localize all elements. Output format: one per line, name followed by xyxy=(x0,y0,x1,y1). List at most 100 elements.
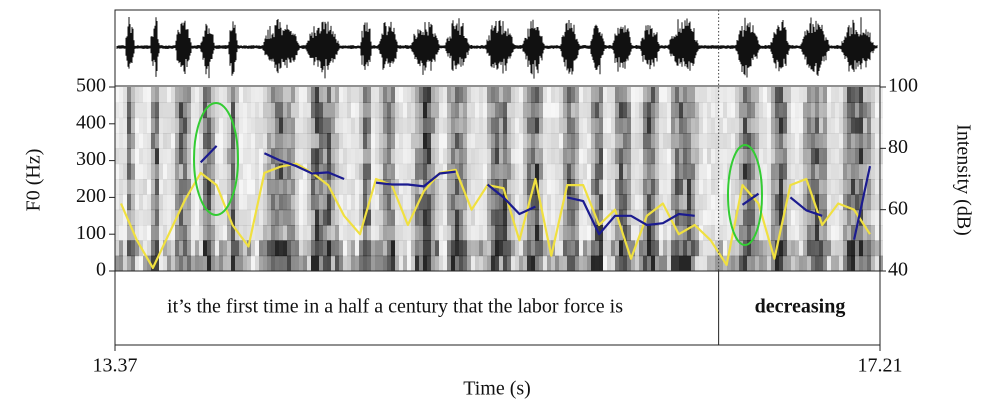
spectrogram-cell xyxy=(695,225,699,241)
spectrogram-cell xyxy=(175,102,179,119)
spectrogram-cell xyxy=(335,117,339,134)
spectrogram-cell xyxy=(735,148,739,165)
spectrogram-cell xyxy=(487,117,491,134)
spectrogram-cell xyxy=(475,179,479,195)
spectrogram-cell xyxy=(203,87,207,103)
spectrogram-cell xyxy=(527,117,531,134)
spectrogram-cell xyxy=(283,209,287,226)
spectrogram-cell xyxy=(203,194,207,211)
spectrogram-cell xyxy=(867,148,871,165)
spectrogram-cell xyxy=(535,133,539,149)
spectrogram-cell xyxy=(411,194,415,211)
spectrogram-cell xyxy=(175,194,179,211)
spectrogram-cell xyxy=(699,117,703,134)
spectrogram-cell xyxy=(839,87,843,103)
spectrogram-cell xyxy=(695,148,699,165)
spectrogram-cell xyxy=(163,87,167,103)
spectrogram-cell xyxy=(575,117,579,134)
spectrogram-cell xyxy=(611,179,615,195)
spectrogram-cell xyxy=(199,163,203,180)
spectrogram-cell xyxy=(203,225,207,241)
spectrogram-cell xyxy=(643,179,647,195)
spectrogram-cell xyxy=(471,240,475,257)
spectrogram-cell xyxy=(411,102,415,119)
spectrogram-cell xyxy=(547,209,551,226)
spectrogram-cell xyxy=(559,87,563,103)
spectrogram-cell xyxy=(811,225,815,241)
spectrogram-cell xyxy=(707,117,711,134)
spectrogram-cell xyxy=(307,102,311,119)
spectrogram-cell xyxy=(451,255,455,272)
spectrogram-cell xyxy=(635,209,639,226)
spectrogram-cell xyxy=(243,163,247,180)
spectrogram-cell xyxy=(811,163,815,180)
spectrogram-cell xyxy=(707,240,711,257)
spectrogram-cell xyxy=(375,117,379,134)
spectrogram-cell xyxy=(803,194,807,211)
spectrogram-cell xyxy=(467,133,471,149)
highlight-ellipse xyxy=(727,144,763,246)
spectrogram-cell xyxy=(127,179,131,195)
spectrogram-cell xyxy=(203,117,207,134)
spectrogram-cell xyxy=(779,133,783,149)
spectrogram-cell xyxy=(139,194,143,211)
spectrogram-cell xyxy=(831,225,835,241)
spectrogram-cell xyxy=(763,133,767,149)
spectrogram-cell xyxy=(679,240,683,257)
spectrogram-cell xyxy=(627,102,631,119)
spectrogram-cell xyxy=(459,148,463,165)
spectrogram-cell xyxy=(207,148,211,165)
spectrogram-cell xyxy=(163,209,167,226)
spectrogram-cell xyxy=(695,255,699,272)
spectrogram-cell xyxy=(675,163,679,180)
spectrogram-cell xyxy=(771,87,775,103)
spectrogram-cell xyxy=(163,117,167,134)
spectrogram-cell xyxy=(299,133,303,149)
spectrogram-cell xyxy=(131,117,135,134)
spectrogram-cell xyxy=(659,194,663,211)
spectrogram-cell xyxy=(435,209,439,226)
spectrogram-cell xyxy=(659,163,663,180)
spectrogram-cell xyxy=(783,194,787,211)
spectrogram-cell xyxy=(195,163,199,180)
spectrogram-cell xyxy=(511,117,515,134)
spectrogram-cell xyxy=(119,148,123,165)
spectrogram-cell xyxy=(635,148,639,165)
spectrogram-cell xyxy=(195,240,199,257)
spectrogram-cell xyxy=(135,255,139,272)
spectrogram-cell xyxy=(491,102,495,119)
spectrogram-cell xyxy=(511,225,515,241)
spectrogram-cell xyxy=(207,194,211,211)
spectrogram-cell xyxy=(427,148,431,165)
spectrogram-cell xyxy=(495,194,499,211)
spectrogram-cell xyxy=(183,133,187,149)
waveform-trace xyxy=(116,16,878,79)
spectrogram-cell xyxy=(791,225,795,241)
spectrogram-cell xyxy=(427,255,431,272)
spectrogram-cell xyxy=(455,179,459,195)
spectrogram-cell xyxy=(319,163,323,180)
spectrogram-cell xyxy=(259,117,263,134)
spectrogram-cell xyxy=(775,225,779,241)
spectrogram-cell xyxy=(579,194,583,211)
spectrogram-cell xyxy=(623,209,627,226)
spectrogram-cell xyxy=(279,102,283,119)
spectrogram-cell xyxy=(155,179,159,195)
spectrogram-cell xyxy=(615,163,619,180)
spectrogram-cell xyxy=(131,240,135,257)
spectrogram-cell xyxy=(267,240,271,257)
spectrogram-cell xyxy=(299,255,303,272)
spectrogram-cell xyxy=(847,240,851,257)
spectrogram-cell xyxy=(871,163,875,180)
spectrogram-cell xyxy=(723,133,727,149)
spectrogram-cell xyxy=(471,117,475,134)
spectrogram-cell xyxy=(771,163,775,180)
spectrogram-cell xyxy=(239,225,243,241)
spectrogram-cell xyxy=(119,209,123,226)
spectrogram-cell xyxy=(203,163,207,180)
spectrogram-cell xyxy=(683,133,687,149)
spectrogram-cell xyxy=(371,194,375,211)
spectrogram-cell xyxy=(163,102,167,119)
spectrogram-cell xyxy=(571,133,575,149)
spectrogram-cell xyxy=(835,255,839,272)
